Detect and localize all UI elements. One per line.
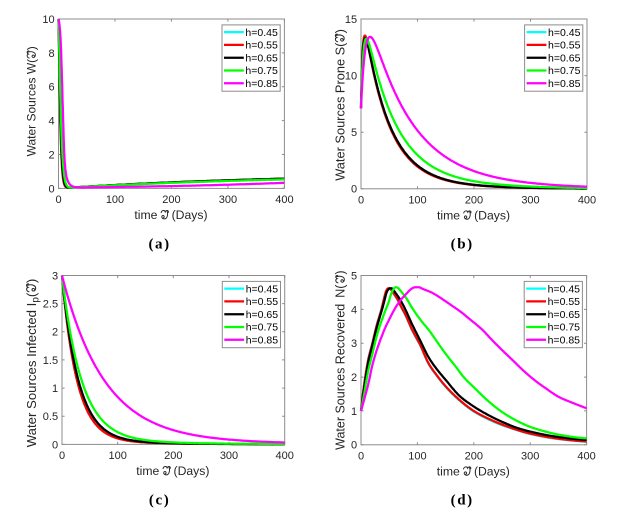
svg-text:0: 0 <box>59 450 65 462</box>
svg-text:(Days): (Days) <box>472 464 510 478</box>
svg-text:h=0.75: h=0.75 <box>246 322 279 334</box>
svg-text:h=0.85: h=0.85 <box>548 78 581 90</box>
svg-text:0: 0 <box>358 195 364 207</box>
svg-text:(d): (d) <box>451 493 474 509</box>
svg-text:3: 3 <box>52 270 58 282</box>
svg-text:0: 0 <box>351 440 357 452</box>
svg-text:400: 400 <box>577 451 595 463</box>
svg-text:0: 0 <box>358 451 364 463</box>
svg-text:Water Sources Prone S(: Water Sources Prone S( <box>332 42 347 181</box>
svg-text:200: 200 <box>465 195 483 207</box>
svg-text:h=0.45: h=0.45 <box>548 283 581 295</box>
svg-text:h=0.65: h=0.65 <box>548 52 581 64</box>
svg-text:): ) <box>24 279 39 283</box>
svg-text:(Days): (Days) <box>169 208 207 222</box>
svg-text:0.5: 0.5 <box>43 411 58 423</box>
svg-text:300: 300 <box>220 450 238 462</box>
svg-text:h=0.45: h=0.45 <box>246 283 279 295</box>
svg-text:Water Sources Infected Ip(: Water Sources Infected Ip( <box>24 292 42 447</box>
svg-text:(Days): (Days) <box>171 464 209 478</box>
svg-text:(c): (c) <box>149 493 170 509</box>
svg-text:h=0.75: h=0.75 <box>548 322 581 334</box>
svg-text:6: 6 <box>48 82 54 94</box>
svg-text:200: 200 <box>162 194 180 206</box>
svg-text:4: 4 <box>48 116 54 128</box>
svg-text:0: 0 <box>52 439 58 451</box>
svg-text:h=0.65: h=0.65 <box>245 52 278 64</box>
svg-text:h=0.85: h=0.85 <box>548 335 581 347</box>
svg-text:h=0.85: h=0.85 <box>246 335 279 347</box>
svg-text:1: 1 <box>52 383 58 395</box>
svg-text:3: 3 <box>351 338 357 350</box>
svg-text:2: 2 <box>48 149 54 161</box>
svg-text:h=0.55: h=0.55 <box>246 296 279 308</box>
svg-text:300: 300 <box>521 451 539 463</box>
svg-text:200: 200 <box>164 450 182 462</box>
svg-text:h=0.45: h=0.45 <box>245 27 278 39</box>
svg-text:100: 100 <box>408 195 426 207</box>
svg-text:): ) <box>25 46 39 50</box>
svg-text:(b): (b) <box>451 237 474 253</box>
svg-text:400: 400 <box>578 195 596 207</box>
svg-text:time: time <box>437 208 460 222</box>
svg-text:h=0.75: h=0.75 <box>548 65 581 77</box>
svg-text:5: 5 <box>351 270 357 282</box>
svg-text:400: 400 <box>276 450 294 462</box>
svg-text:10: 10 <box>345 71 357 83</box>
svg-text:(a): (a) <box>148 237 170 253</box>
svg-text:time: time <box>136 464 159 478</box>
svg-text:1.5: 1.5 <box>43 355 58 367</box>
svg-text:h=0.65: h=0.65 <box>246 309 279 321</box>
svg-text:0: 0 <box>48 183 54 195</box>
svg-text:5: 5 <box>351 127 357 139</box>
svg-text:10: 10 <box>42 14 54 26</box>
svg-text:h=0.85: h=0.85 <box>245 78 278 90</box>
svg-text:h=0.75: h=0.75 <box>245 65 278 77</box>
svg-text:300: 300 <box>219 194 237 206</box>
svg-text:2: 2 <box>52 327 58 339</box>
svg-text:time: time <box>437 464 460 478</box>
svg-text:100: 100 <box>408 451 426 463</box>
svg-text:1: 1 <box>351 406 357 418</box>
svg-text:h=0.65: h=0.65 <box>548 309 581 321</box>
svg-text:): ) <box>334 270 348 274</box>
svg-text:100: 100 <box>109 450 127 462</box>
svg-text:Water Sources W(: Water Sources W( <box>25 59 39 157</box>
svg-text:8: 8 <box>48 48 54 60</box>
svg-text:400: 400 <box>275 194 293 206</box>
svg-text:200: 200 <box>465 451 483 463</box>
svg-text:h=0.55: h=0.55 <box>548 40 581 52</box>
svg-text:2: 2 <box>351 372 357 384</box>
svg-text:0: 0 <box>55 194 61 206</box>
svg-text:(Days): (Days) <box>472 208 510 222</box>
svg-text:0: 0 <box>351 184 357 196</box>
svg-text:2.5: 2.5 <box>43 299 58 311</box>
svg-text:15: 15 <box>345 14 357 26</box>
svg-text:Water Sources Recovered N(: Water Sources Recovered N( <box>334 284 348 450</box>
svg-text:h=0.45: h=0.45 <box>548 27 581 39</box>
svg-text:h=0.55: h=0.55 <box>245 40 278 52</box>
svg-text:h=0.55: h=0.55 <box>548 296 581 308</box>
svg-text:300: 300 <box>521 195 539 207</box>
svg-text:100: 100 <box>106 194 124 206</box>
svg-text:4: 4 <box>351 304 357 316</box>
svg-text:time: time <box>134 208 157 222</box>
svg-text:): ) <box>332 29 347 33</box>
